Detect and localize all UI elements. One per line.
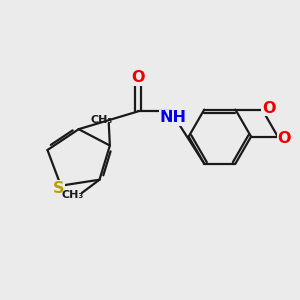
Text: CH₃: CH₃: [61, 190, 84, 200]
Text: O: O: [131, 70, 145, 85]
Text: CH₃: CH₃: [90, 115, 112, 125]
Text: S: S: [53, 181, 64, 196]
Text: NH: NH: [160, 110, 187, 125]
Text: O: O: [262, 100, 275, 116]
Text: O: O: [278, 130, 291, 146]
